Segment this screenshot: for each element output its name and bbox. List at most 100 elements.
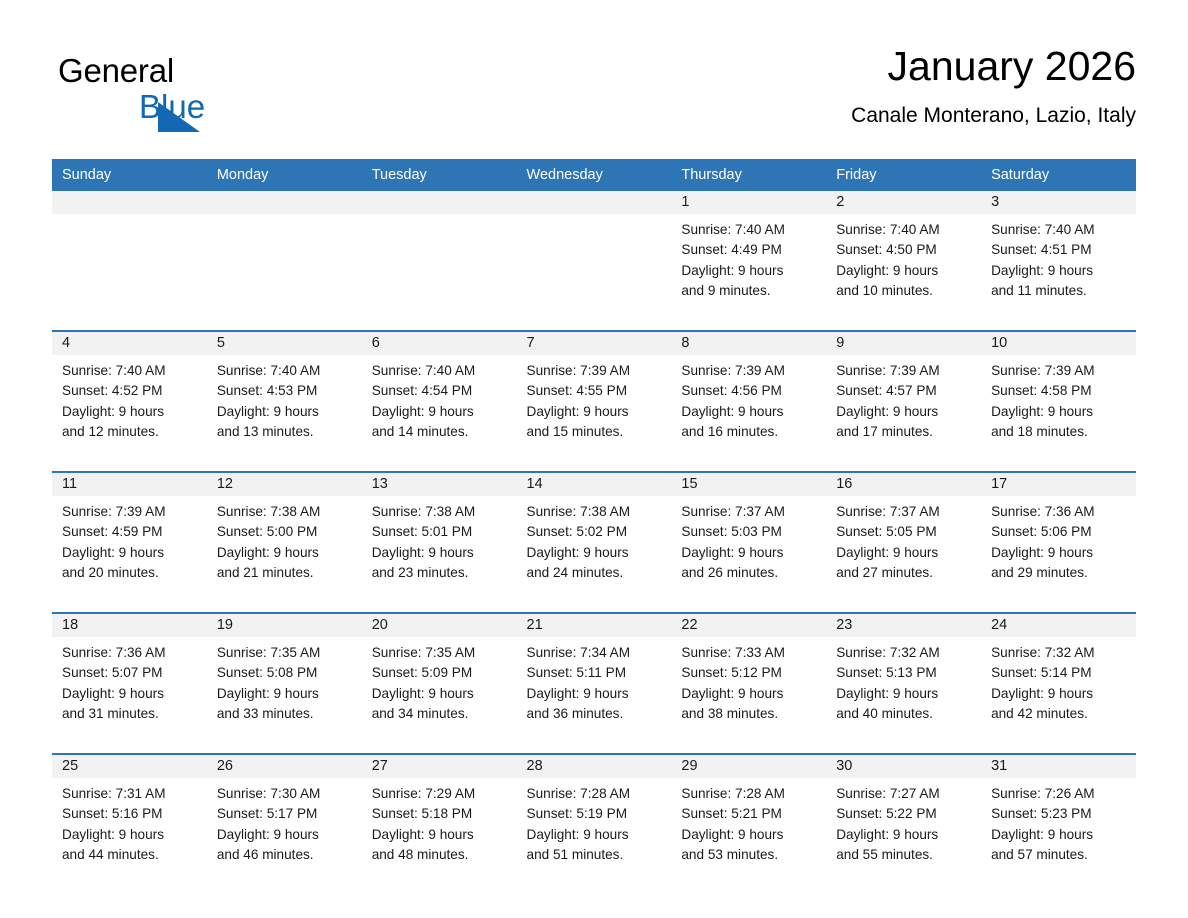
calendar-day-cell[interactable]: 7 Sunrise: 7:39 AM Sunset: 4:55 PM Daylight… <box>516 331 672 463</box>
calendar-day-cell[interactable]: 22 Sunrise: 7:33 AM Sunset: 5:12 PM Dayligh… <box>671 613 827 745</box>
day-cell[interactable]: 29 Sunrise: 7:28 AM Sunset: 5:21 PM Dayligh… <box>671 755 827 886</box>
calendar-day-cell[interactable]: 27 Sunrise: 7:29 AM Sunset: 5:18 PM Dayligh… <box>361 754 517 886</box>
day-cell[interactable]: 18 Sunrise: 7:36 AM Sunset: 5:07 PM Dayligh… <box>52 614 207 745</box>
day-number: 16 <box>826 473 982 496</box>
day-details: Sunrise: 7:30 AM Sunset: 5:17 PM Daylight:… <box>207 778 362 865</box>
sunset-text: Sunset: 5:16 PM <box>62 806 163 822</box>
day-details: Sunrise: 7:40 AM Sunset: 4:54 PM Daylight:… <box>362 355 517 442</box>
sunrise-text: Sunrise: 7:39 AM <box>991 363 1095 378</box>
day-cell[interactable]: 1 Sunrise: 7:40 AM Sunset: 4:49 PM Daylight… <box>671 191 827 322</box>
calendar-day-cell[interactable]: 8 Sunrise: 7:39 AM Sunset: 4:56 PM Daylight… <box>671 331 827 463</box>
calendar-day-cell[interactable]: 13 Sunrise: 7:38 AM Sunset: 5:01 PM Dayligh… <box>361 472 517 604</box>
triangle-icon <box>158 102 200 132</box>
day-cell[interactable]: 16 Sunrise: 7:37 AM Sunset: 5:05 PM Dayligh… <box>826 473 982 604</box>
calendar-day-cell[interactable]: 1 Sunrise: 7:40 AM Sunset: 4:49 PM Daylight… <box>671 191 827 322</box>
day-details: Sunrise: 7:32 AM Sunset: 5:13 PM Daylight:… <box>826 637 981 724</box>
day-cell[interactable]: 4 Sunrise: 7:40 AM Sunset: 4:52 PM Daylight… <box>52 332 207 463</box>
daylight-text-line1: Daylight: 9 hours <box>526 826 629 842</box>
calendar-day-cell[interactable]: 9 Sunrise: 7:39 AM Sunset: 4:57 PM Daylight… <box>826 331 982 463</box>
daylight-text-line1: Daylight: 9 hours <box>62 826 165 842</box>
day-cell[interactable]: 15 Sunrise: 7:37 AM Sunset: 5:03 PM Dayligh… <box>671 473 827 604</box>
empty-day-cell <box>52 191 207 322</box>
day-details: Sunrise: 7:28 AM Sunset: 5:19 PM Daylight:… <box>517 778 672 865</box>
calendar-day-cell[interactable]: 17 Sunrise: 7:36 AM Sunset: 5:06 PM Dayligh… <box>981 472 1136 604</box>
day-cell[interactable]: 8 Sunrise: 7:39 AM Sunset: 4:56 PM Daylight… <box>671 332 827 463</box>
calendar-day-cell[interactable]: 30 Sunrise: 7:27 AM Sunset: 5:22 PM Dayligh… <box>826 754 982 886</box>
sunset-text: Sunset: 4:58 PM <box>991 383 1092 399</box>
calendar-day-cell[interactable]: 21 Sunrise: 7:34 AM Sunset: 5:11 PM Dayligh… <box>516 613 672 745</box>
day-cell[interactable]: 24 Sunrise: 7:32 AM Sunset: 5:14 PM Dayligh… <box>981 614 1136 745</box>
calendar-day-cell[interactable] <box>361 191 517 322</box>
day-details: Sunrise: 7:28 AM Sunset: 5:21 PM Daylight:… <box>671 778 826 865</box>
daylight-text-line2: and 44 minutes. <box>62 846 159 862</box>
calendar-day-cell[interactable]: 12 Sunrise: 7:38 AM Sunset: 5:00 PM Dayligh… <box>206 472 362 604</box>
daylight-text-line2: and 23 minutes. <box>371 564 469 580</box>
day-cell[interactable]: 5 Sunrise: 7:40 AM Sunset: 4:53 PM Daylight… <box>206 332 362 463</box>
calendar-day-cell[interactable] <box>516 191 672 322</box>
day-cell[interactable]: 7 Sunrise: 7:39 AM Sunset: 4:55 PM Daylight… <box>516 332 672 463</box>
daylight-text-line1: Daylight: 9 hours <box>62 403 165 419</box>
day-cell[interactable]: 19 Sunrise: 7:35 AM Sunset: 5:08 PM Dayligh… <box>206 614 362 745</box>
calendar-day-cell[interactable] <box>52 191 207 322</box>
day-cell[interactable]: 2 Sunrise: 7:40 AM Sunset: 4:50 PM Daylight… <box>826 191 982 322</box>
calendar-day-cell[interactable]: 28 Sunrise: 7:28 AM Sunset: 5:19 PM Dayligh… <box>516 754 672 886</box>
calendar-day-cell[interactable]: 23 Sunrise: 7:32 AM Sunset: 5:13 PM Dayligh… <box>826 613 982 745</box>
sunset-text: Sunset: 5:08 PM <box>216 665 318 681</box>
calendar-day-cell[interactable]: 19 Sunrise: 7:35 AM Sunset: 5:08 PM Dayligh… <box>206 613 362 745</box>
calendar-day-cell[interactable]: 4 Sunrise: 7:40 AM Sunset: 4:52 PM Daylight… <box>52 331 207 463</box>
day-details: Sunrise: 7:39 AM Sunset: 4:58 PM Daylight:… <box>981 355 1136 442</box>
daylight-text-line1: Daylight: 9 hours <box>836 403 939 419</box>
day-cell[interactable]: 23 Sunrise: 7:32 AM Sunset: 5:13 PM Dayligh… <box>826 614 982 745</box>
calendar-day-cell[interactable]: 16 Sunrise: 7:37 AM Sunset: 5:05 PM Dayligh… <box>826 472 982 604</box>
calendar-day-cell[interactable]: 31 Sunrise: 7:26 AM Sunset: 5:23 PM Dayligh… <box>981 754 1136 886</box>
daylight-text-line2: and 40 minutes. <box>836 705 933 721</box>
calendar-day-cell[interactable]: 6 Sunrise: 7:40 AM Sunset: 4:54 PM Daylight… <box>361 331 517 463</box>
calendar-week-row: 25 Sunrise: 7:31 AM Sunset: 5:16 PM Dayligh… <box>52 754 1136 886</box>
day-cell[interactable]: 17 Sunrise: 7:36 AM Sunset: 5:06 PM Dayligh… <box>981 473 1136 604</box>
day-cell[interactable]: 13 Sunrise: 7:38 AM Sunset: 5:01 PM Dayligh… <box>361 473 517 604</box>
day-cell[interactable]: 3 Sunrise: 7:40 AM Sunset: 4:51 PM Daylight… <box>981 191 1136 322</box>
day-cell[interactable]: 9 Sunrise: 7:39 AM Sunset: 4:57 PM Daylight… <box>826 332 982 463</box>
day-cell[interactable]: 14 Sunrise: 7:38 AM Sunset: 5:02 PM Dayligh… <box>516 473 672 604</box>
calendar-day-cell[interactable]: 2 Sunrise: 7:40 AM Sunset: 4:50 PM Daylight… <box>826 191 982 322</box>
day-cell[interactable]: 22 Sunrise: 7:33 AM Sunset: 5:12 PM Dayligh… <box>671 614 827 745</box>
calendar-day-cell[interactable] <box>206 191 362 322</box>
day-cell[interactable]: 6 Sunrise: 7:40 AM Sunset: 4:54 PM Daylight… <box>361 332 517 463</box>
calendar-day-cell[interactable]: 25 Sunrise: 7:31 AM Sunset: 5:16 PM Dayligh… <box>52 754 207 886</box>
calendar-day-cell[interactable]: 26 Sunrise: 7:30 AM Sunset: 5:17 PM Dayligh… <box>206 754 362 886</box>
daylight-text-line2: and 11 minutes. <box>991 282 1087 298</box>
sunrise-text: Sunrise: 7:35 AM <box>216 645 321 660</box>
day-cell[interactable]: 20 Sunrise: 7:35 AM Sunset: 5:09 PM Dayligh… <box>361 614 517 745</box>
day-details: Sunrise: 7:40 AM Sunset: 4:49 PM Daylight:… <box>671 214 826 301</box>
day-details: Sunrise: 7:37 AM Sunset: 5:03 PM Daylight:… <box>671 496 826 583</box>
day-cell[interactable]: 28 Sunrise: 7:28 AM Sunset: 5:19 PM Dayligh… <box>516 755 672 886</box>
general-blue-logo[interactable]: General Blue <box>58 54 318 134</box>
sunset-text: Sunset: 4:55 PM <box>526 383 628 399</box>
calendar-week-row: 18 Sunrise: 7:36 AM Sunset: 5:07 PM Dayligh… <box>52 613 1136 745</box>
day-cell[interactable]: 10 Sunrise: 7:39 AM Sunset: 4:58 PM Dayligh… <box>981 332 1136 463</box>
sunset-text: Sunset: 5:23 PM <box>991 806 1092 822</box>
day-cell[interactable]: 27 Sunrise: 7:29 AM Sunset: 5:18 PM Dayligh… <box>361 755 517 886</box>
day-cell[interactable]: 31 Sunrise: 7:26 AM Sunset: 5:23 PM Dayligh… <box>981 755 1136 886</box>
calendar-day-cell[interactable]: 20 Sunrise: 7:35 AM Sunset: 5:09 PM Dayligh… <box>361 613 517 745</box>
day-cell[interactable]: 30 Sunrise: 7:27 AM Sunset: 5:22 PM Dayligh… <box>826 755 982 886</box>
sunrise-text: Sunrise: 7:37 AM <box>681 504 785 519</box>
sunset-text: Sunset: 4:52 PM <box>62 383 163 399</box>
day-details: Sunrise: 7:34 AM Sunset: 5:11 PM Daylight:… <box>517 637 672 724</box>
calendar-day-cell[interactable]: 3 Sunrise: 7:40 AM Sunset: 4:51 PM Daylight… <box>981 191 1136 322</box>
calendar-day-cell[interactable]: 14 Sunrise: 7:38 AM Sunset: 5:02 PM Dayligh… <box>516 472 672 604</box>
day-cell[interactable]: 12 Sunrise: 7:38 AM Sunset: 5:00 PM Dayligh… <box>206 473 362 604</box>
daylight-text-line1: Daylight: 9 hours <box>681 826 784 842</box>
daylight-text-line2: and 18 minutes. <box>991 423 1088 439</box>
day-cell[interactable]: 25 Sunrise: 7:31 AM Sunset: 5:16 PM Dayligh… <box>52 755 207 886</box>
calendar-day-cell[interactable]: 11 Sunrise: 7:39 AM Sunset: 4:59 PM Dayligh… <box>52 472 207 604</box>
day-cell[interactable]: 11 Sunrise: 7:39 AM Sunset: 4:59 PM Dayligh… <box>52 473 207 604</box>
calendar-day-cell[interactable]: 18 Sunrise: 7:36 AM Sunset: 5:07 PM Dayligh… <box>52 613 207 745</box>
day-cell[interactable]: 26 Sunrise: 7:30 AM Sunset: 5:17 PM Dayligh… <box>206 755 362 886</box>
day-cell[interactable]: 21 Sunrise: 7:34 AM Sunset: 5:11 PM Dayligh… <box>516 614 672 745</box>
calendar-day-cell[interactable]: 5 Sunrise: 7:40 AM Sunset: 4:53 PM Daylight… <box>206 331 362 463</box>
calendar-day-cell[interactable]: 10 Sunrise: 7:39 AM Sunset: 4:58 PM Dayligh… <box>981 331 1136 463</box>
calendar-day-cell[interactable]: 15 Sunrise: 7:37 AM Sunset: 5:03 PM Dayligh… <box>671 472 827 604</box>
calendar-day-cell[interactable]: 29 Sunrise: 7:28 AM Sunset: 5:21 PM Dayligh… <box>671 754 827 886</box>
calendar-day-cell[interactable]: 24 Sunrise: 7:32 AM Sunset: 5:14 PM Dayligh… <box>981 613 1136 745</box>
